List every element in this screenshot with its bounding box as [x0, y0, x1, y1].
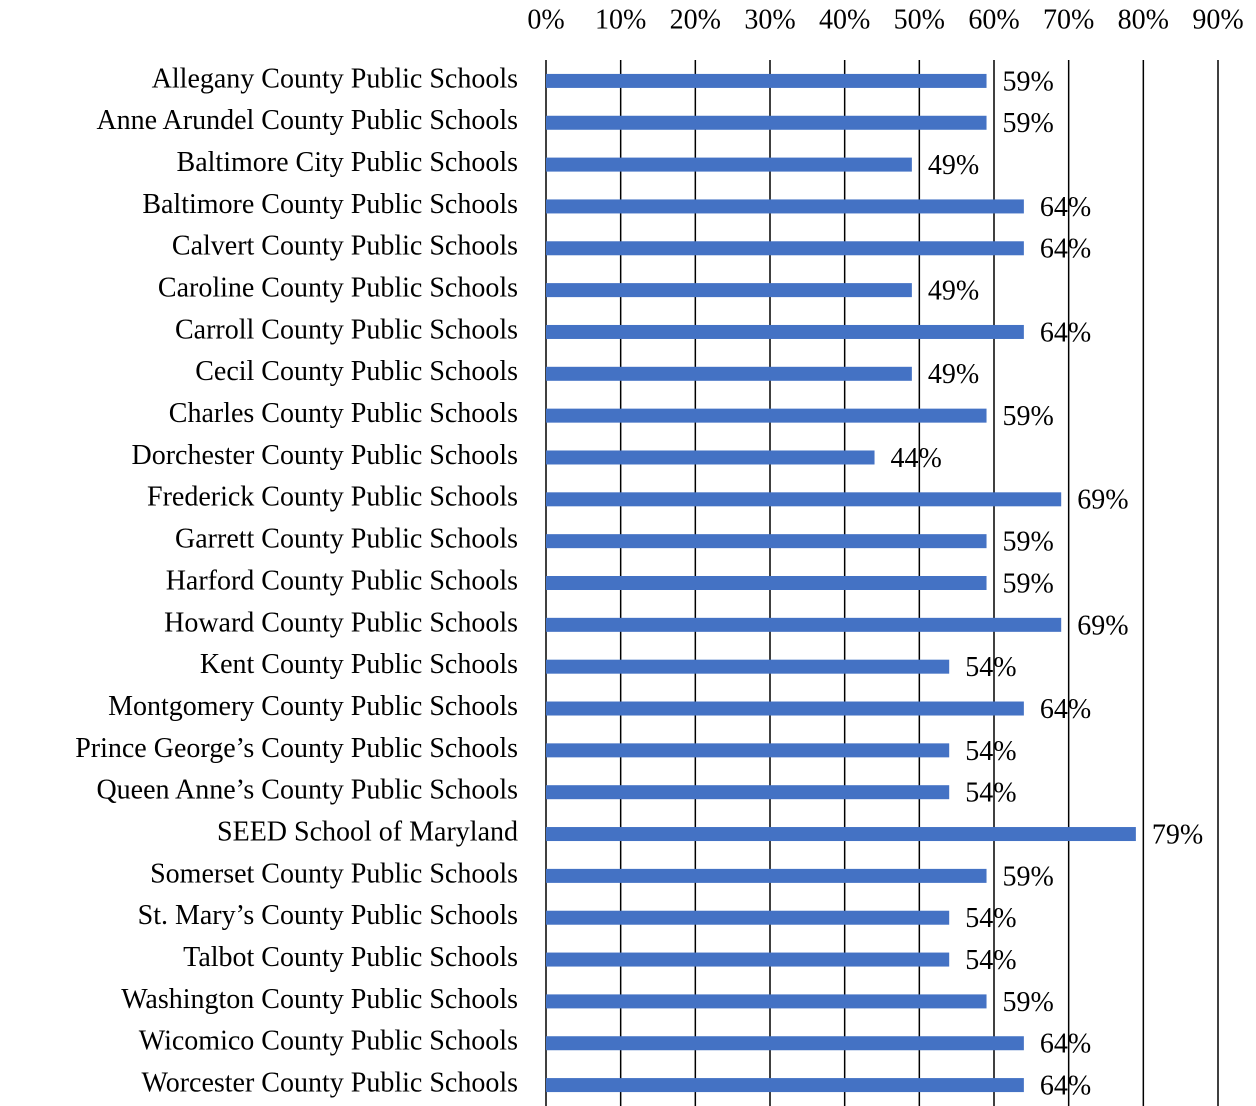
bar: [546, 827, 1136, 842]
y-tick-label: Baltimore City Public Schools: [177, 147, 518, 178]
data-label: 59%: [1003, 987, 1054, 1018]
y-tick-label: Calvert County Public Schools: [172, 231, 518, 262]
bar: [546, 743, 950, 758]
y-tick-label: Frederick County Public Schools: [147, 482, 518, 513]
bar: [546, 534, 987, 549]
x-tick-label: 80%: [1118, 4, 1169, 35]
y-tick-label: Washington County Public Schools: [121, 984, 518, 1015]
y-tick-label: Dorchester County Public Schools: [131, 440, 518, 471]
x-tick-label: 60%: [968, 4, 1019, 35]
y-tick-label: Harford County Public Schools: [166, 565, 518, 596]
data-label: 69%: [1077, 485, 1128, 516]
bar: [546, 868, 987, 883]
y-tick-label: SEED School of Maryland: [217, 816, 518, 847]
y-tick-label: Wicomico County Public Schools: [139, 1026, 518, 1057]
data-label: 64%: [1040, 234, 1091, 265]
data-label: 49%: [928, 359, 979, 390]
bar: [546, 1036, 1024, 1051]
y-tick-label: Montgomery County Public Schools: [108, 691, 518, 722]
data-label: 54%: [965, 778, 1016, 809]
data-label: 69%: [1077, 610, 1128, 641]
bar: [546, 450, 875, 465]
y-tick-label: Talbot County Public Schools: [183, 942, 518, 973]
data-label: 59%: [1003, 527, 1054, 558]
y-tick-label: Kent County Public Schools: [200, 649, 518, 680]
bar: [546, 576, 987, 590]
data-label: 59%: [1003, 401, 1054, 432]
bar: [546, 1078, 1024, 1093]
y-tick-label: Anne Arundel County Public Schools: [96, 105, 518, 136]
bar: [546, 785, 950, 800]
data-label: 54%: [965, 652, 1016, 683]
y-tick-label: Caroline County Public Schools: [158, 273, 518, 304]
bar: [546, 115, 987, 130]
x-tick-label: 90%: [1192, 4, 1243, 35]
bar: [546, 659, 950, 674]
data-label: 79%: [1152, 819, 1203, 850]
data-label: 54%: [965, 736, 1016, 767]
bar: [546, 408, 987, 423]
bar: [546, 910, 950, 925]
data-label: 44%: [891, 443, 942, 474]
bar: [546, 492, 1062, 507]
x-tick-label: 40%: [819, 4, 870, 35]
bar: [546, 324, 1024, 339]
data-label: 64%: [1040, 1071, 1091, 1102]
x-tick-label: 0%: [527, 4, 564, 35]
bar: [546, 157, 912, 172]
data-label: 54%: [965, 903, 1016, 934]
bar: [546, 199, 1024, 214]
bar: [546, 701, 1024, 716]
bar: [546, 283, 912, 298]
data-label: 64%: [1040, 317, 1091, 348]
y-tick-label: Carroll County Public Schools: [175, 314, 518, 345]
data-label: 64%: [1040, 1029, 1091, 1060]
data-label: 54%: [965, 945, 1016, 976]
x-tick-label: 70%: [1043, 4, 1094, 35]
data-label: 59%: [1003, 108, 1054, 139]
y-tick-label: Baltimore County Public Schools: [142, 189, 518, 220]
bar: [546, 952, 950, 967]
data-label: 64%: [1040, 694, 1091, 725]
data-label: 64%: [1040, 192, 1091, 223]
y-tick-label: Howard County Public Schools: [164, 607, 518, 638]
y-tick-label: Cecil County Public Schools: [195, 356, 518, 387]
y-tick-label: Allegany County Public Schools: [152, 63, 518, 94]
x-tick-label: 10%: [595, 4, 646, 35]
y-tick-label: Garrett County Public Schools: [175, 524, 518, 555]
bar: [546, 617, 1062, 632]
y-tick-label: St. Mary’s County Public Schools: [138, 900, 518, 931]
y-tick-label: Queen Anne’s County Public Schools: [96, 775, 518, 806]
bar: [546, 366, 912, 381]
y-tick-label: Prince George’s County Public Schools: [75, 733, 518, 764]
bar: [546, 241, 1024, 256]
data-label: 59%: [1003, 861, 1054, 892]
bar: [546, 73, 987, 88]
data-label: 49%: [928, 276, 979, 307]
x-tick-label: 20%: [670, 4, 721, 35]
bar: [546, 994, 987, 1009]
data-label: 59%: [1003, 66, 1054, 97]
x-tick-label: 30%: [744, 4, 795, 35]
y-tick-label: Somerset County Public Schools: [150, 858, 518, 889]
data-label: 49%: [928, 150, 979, 181]
x-tick-label: 50%: [894, 4, 945, 35]
y-tick-label: Charles County Public Schools: [169, 398, 518, 429]
y-tick-label: Worcester County Public Schools: [142, 1068, 518, 1099]
data-label: 59%: [1003, 568, 1054, 599]
